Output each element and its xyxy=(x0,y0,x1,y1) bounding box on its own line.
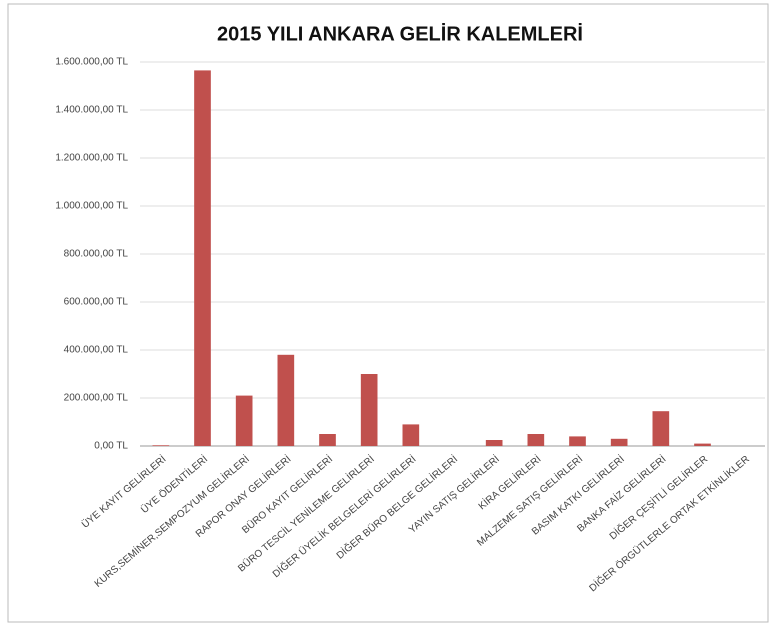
y-tick-label: 200.000,00 TL xyxy=(64,393,129,404)
bar xyxy=(402,424,420,446)
y-tick-label: 0,00 TL xyxy=(94,441,128,452)
bar xyxy=(360,374,378,446)
bar xyxy=(527,434,545,446)
y-tick-label: 1.000.000,00 TL xyxy=(55,201,128,212)
y-tick-label: 1.600.000,00 TL xyxy=(55,57,128,68)
y-tick-label: 800.000,00 TL xyxy=(64,249,129,260)
bar xyxy=(277,354,295,446)
bar xyxy=(194,70,211,447)
bar xyxy=(610,438,628,446)
bar xyxy=(235,395,253,446)
bar xyxy=(152,445,170,446)
bar xyxy=(319,434,336,446)
y-tick-label: 600.000,00 TL xyxy=(64,297,129,308)
chart-frame xyxy=(7,3,769,623)
y-tick-label: 1.400.000,00 TL xyxy=(55,105,128,116)
bar xyxy=(694,443,711,446)
chart-title: 2015 YILI ANKARA GELİR KALEMLERİ xyxy=(217,22,583,45)
bar xyxy=(485,440,503,446)
bar xyxy=(652,411,670,446)
bar xyxy=(569,436,586,446)
y-tick-label: 1.200.000,00 TL xyxy=(55,153,128,164)
y-tick-label: 400.000,00 TL xyxy=(64,345,129,356)
